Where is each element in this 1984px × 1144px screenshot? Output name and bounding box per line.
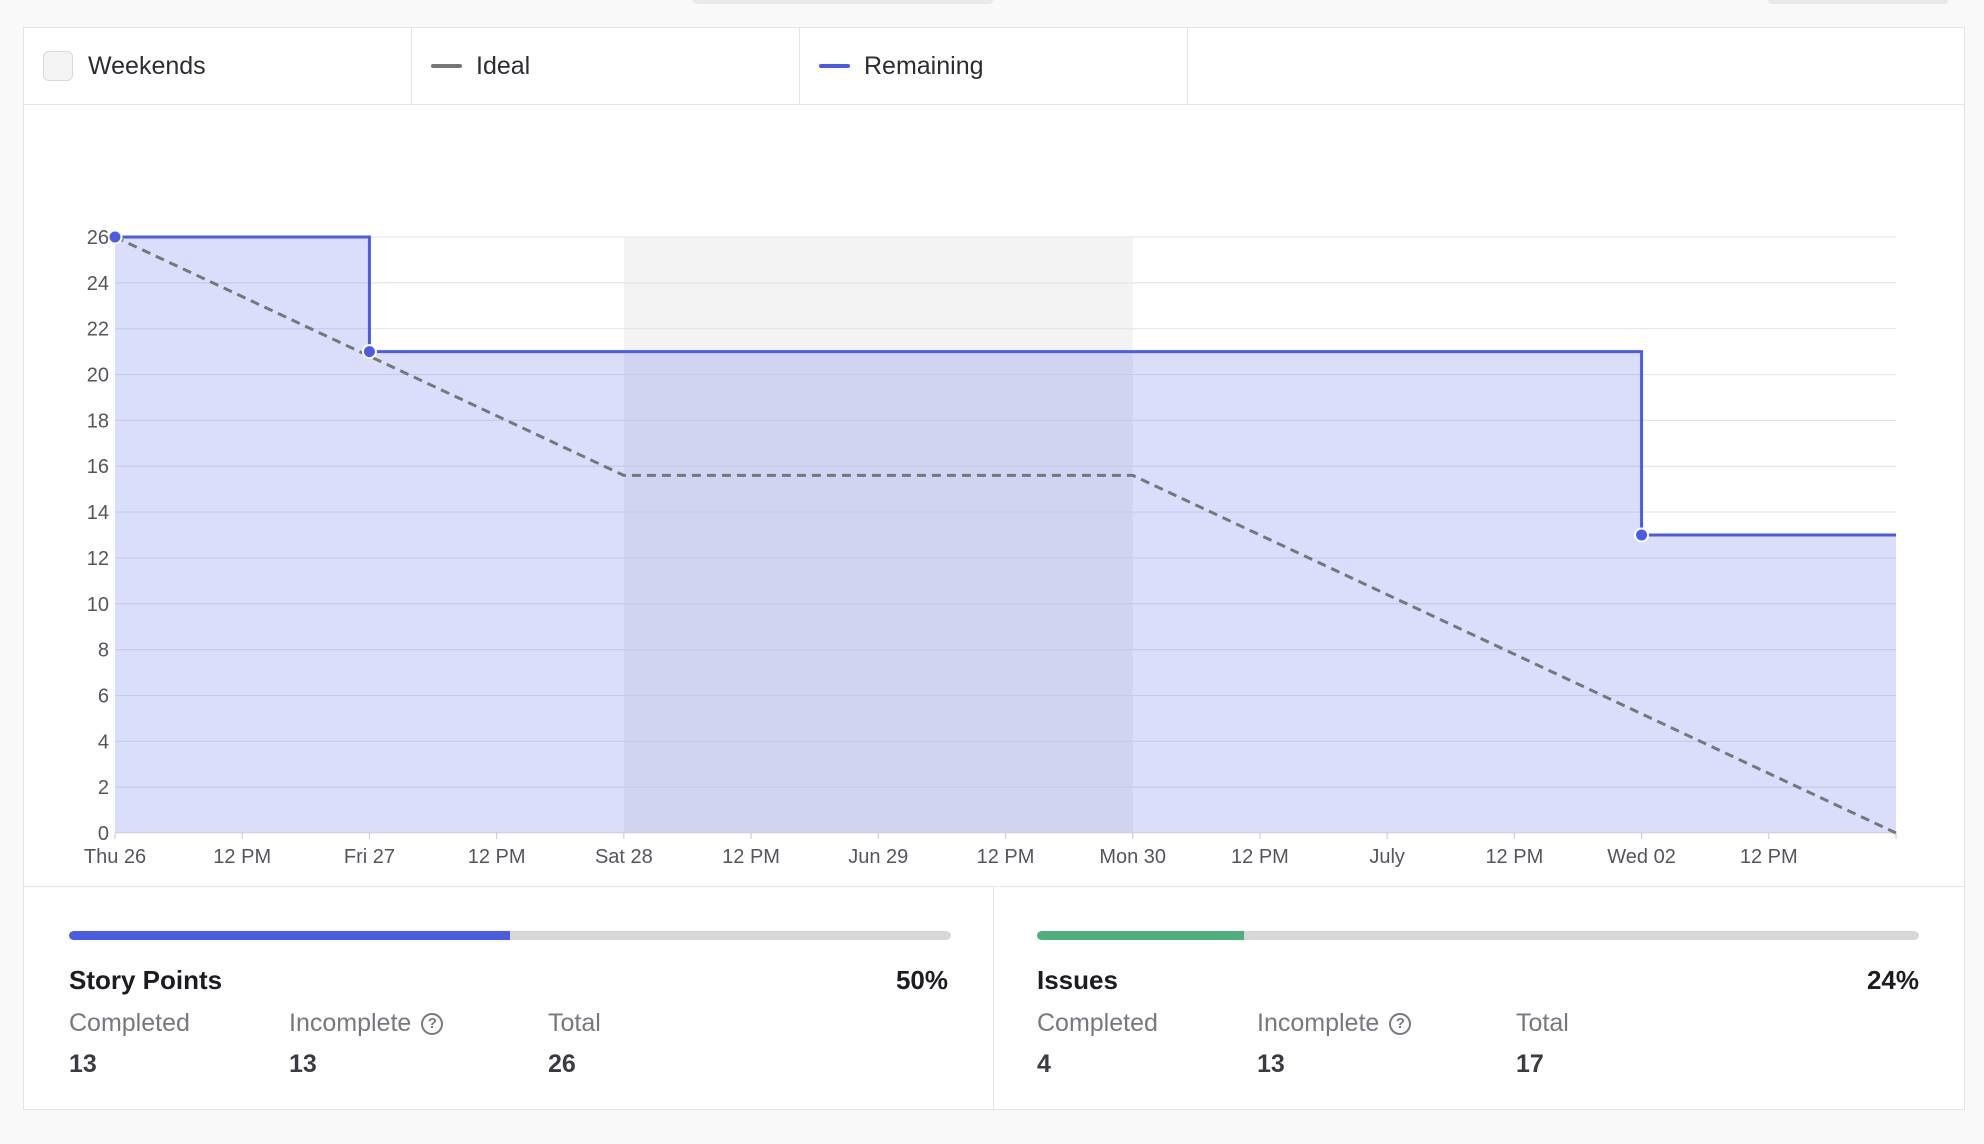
y-tick-label: 18 bbox=[87, 410, 109, 432]
top-control-stub bbox=[1768, 0, 1948, 4]
y-tick-label: 8 bbox=[98, 640, 109, 662]
legend-item-remaining[interactable]: Remaining bbox=[800, 28, 1188, 104]
y-tick-label: 6 bbox=[98, 685, 109, 707]
y-tick-label: 12 bbox=[87, 548, 109, 570]
legend-spacer bbox=[1188, 28, 1964, 104]
y-tick-label: 16 bbox=[87, 456, 109, 478]
issues-total: Total 17 bbox=[1516, 1009, 1569, 1079]
issues-progress-fill bbox=[1037, 931, 1245, 940]
metric-label: Total bbox=[548, 1009, 601, 1037]
metric-value: 13 bbox=[69, 1050, 97, 1078]
metric-label-row: Incomplete ? bbox=[289, 1009, 444, 1038]
issues-progress-track bbox=[1037, 931, 1919, 940]
x-tick-label: 12 PM bbox=[1740, 846, 1798, 868]
remaining-area bbox=[115, 237, 1896, 833]
metric-label-row: Incomplete ? bbox=[1257, 1009, 1412, 1038]
remaining-point bbox=[361, 344, 377, 360]
help-circle-icon[interactable]: ? bbox=[421, 1012, 444, 1035]
metric-value: 26 bbox=[548, 1050, 576, 1078]
issues-completed: Completed 4 bbox=[1037, 1009, 1158, 1079]
metric-label: Incomplete bbox=[1257, 1009, 1380, 1037]
story-points-total: Total 26 bbox=[548, 1009, 601, 1079]
x-tick-label: 12 PM bbox=[1485, 846, 1543, 868]
y-tick-label: 14 bbox=[87, 502, 109, 524]
x-tick-label: July bbox=[1369, 846, 1405, 868]
metric-label: Incomplete bbox=[289, 1009, 412, 1037]
issues-incomplete: Incomplete ? 13 bbox=[1257, 1009, 1412, 1079]
help-circle-icon[interactable]: ? bbox=[1389, 1012, 1412, 1035]
metric-label: Total bbox=[1516, 1009, 1569, 1037]
weekend-band bbox=[623, 237, 1133, 833]
metric-value: 13 bbox=[289, 1050, 317, 1078]
ideal-series-line bbox=[114, 235, 1897, 835]
x-tick-label: 12 PM bbox=[213, 846, 271, 868]
x-tick-label: 12 PM bbox=[977, 846, 1035, 868]
x-tick-label: 12 PM bbox=[1231, 846, 1289, 868]
x-tick-label: Sat 28 bbox=[595, 846, 653, 868]
y-tick-label: 26 bbox=[87, 227, 109, 249]
metric-value: 4 bbox=[1037, 1050, 1051, 1078]
remaining-line-swatch-icon bbox=[819, 64, 850, 68]
weekends-swatch-icon bbox=[43, 51, 73, 81]
y-tick-label: 0 bbox=[98, 823, 109, 845]
top-control-stub bbox=[693, 0, 993, 4]
issues-percent: 24% bbox=[1866, 965, 1919, 995]
x-tick-label: Jun 29 bbox=[848, 846, 908, 868]
x-tick-label: Thu 26 bbox=[84, 846, 146, 868]
remaining-point bbox=[1634, 527, 1650, 543]
y-tick-label: 22 bbox=[87, 319, 109, 341]
burndown-card: Weekends Ideal Remaining 0 2 4 6 8 10 12 14 16 18… bbox=[23, 27, 1965, 1111]
story-points-progress-track bbox=[69, 931, 951, 940]
story-points-panel: Story Points 50% Completed 13 Incomplete… bbox=[24, 887, 994, 1111]
legend-label: Remaining bbox=[864, 51, 984, 80]
story-points-completed: Completed 13 bbox=[69, 1009, 190, 1079]
metric-value: 13 bbox=[1257, 1050, 1285, 1078]
metric-value: 17 bbox=[1516, 1050, 1544, 1078]
issues-title: Issues bbox=[1037, 965, 1118, 995]
burndown-chart: 0 2 4 6 8 10 12 14 16 18 20 22 24 26 Thu 26 12 PM Fri 27… bbox=[24, 105, 1964, 913]
stats-section: Story Points 50% Completed 13 Incomplete… bbox=[24, 886, 1964, 1111]
story-points-incomplete: Incomplete ? 13 bbox=[289, 1009, 444, 1079]
story-points-progress-fill bbox=[69, 931, 510, 940]
ideal-line-swatch-icon bbox=[431, 64, 462, 68]
x-tick-label: Wed 02 bbox=[1607, 846, 1676, 868]
remaining-series-line bbox=[115, 235, 1896, 537]
legend-label: Ideal bbox=[476, 51, 531, 80]
y-tick-label: 20 bbox=[87, 365, 109, 387]
y-tick-label: 24 bbox=[87, 273, 109, 295]
y-tick-label: 10 bbox=[87, 594, 109, 616]
y-tick-label: 2 bbox=[98, 777, 109, 799]
metric-label: Completed bbox=[69, 1009, 190, 1037]
x-tick-label: 12 PM bbox=[722, 846, 780, 868]
story-points-percent: 50% bbox=[895, 965, 948, 995]
legend-item-ideal[interactable]: Ideal bbox=[412, 28, 800, 104]
x-tick-label: Mon 30 bbox=[1099, 846, 1166, 868]
remaining-point bbox=[107, 229, 123, 245]
story-points-title: Story Points bbox=[69, 965, 223, 995]
x-tick-label: 12 PM bbox=[468, 846, 526, 868]
issues-panel: Issues 24% Completed 4 Incomplete ? 13 T… bbox=[994, 887, 1964, 1111]
metric-label: Completed bbox=[1037, 1009, 1158, 1037]
legend-item-weekends[interactable]: Weekends bbox=[24, 28, 412, 104]
chart-legend: Weekends Ideal Remaining bbox=[24, 28, 1964, 105]
x-tick-label: Fri 27 bbox=[344, 846, 395, 868]
y-tick-label: 4 bbox=[98, 731, 109, 753]
legend-label: Weekends bbox=[88, 51, 206, 80]
